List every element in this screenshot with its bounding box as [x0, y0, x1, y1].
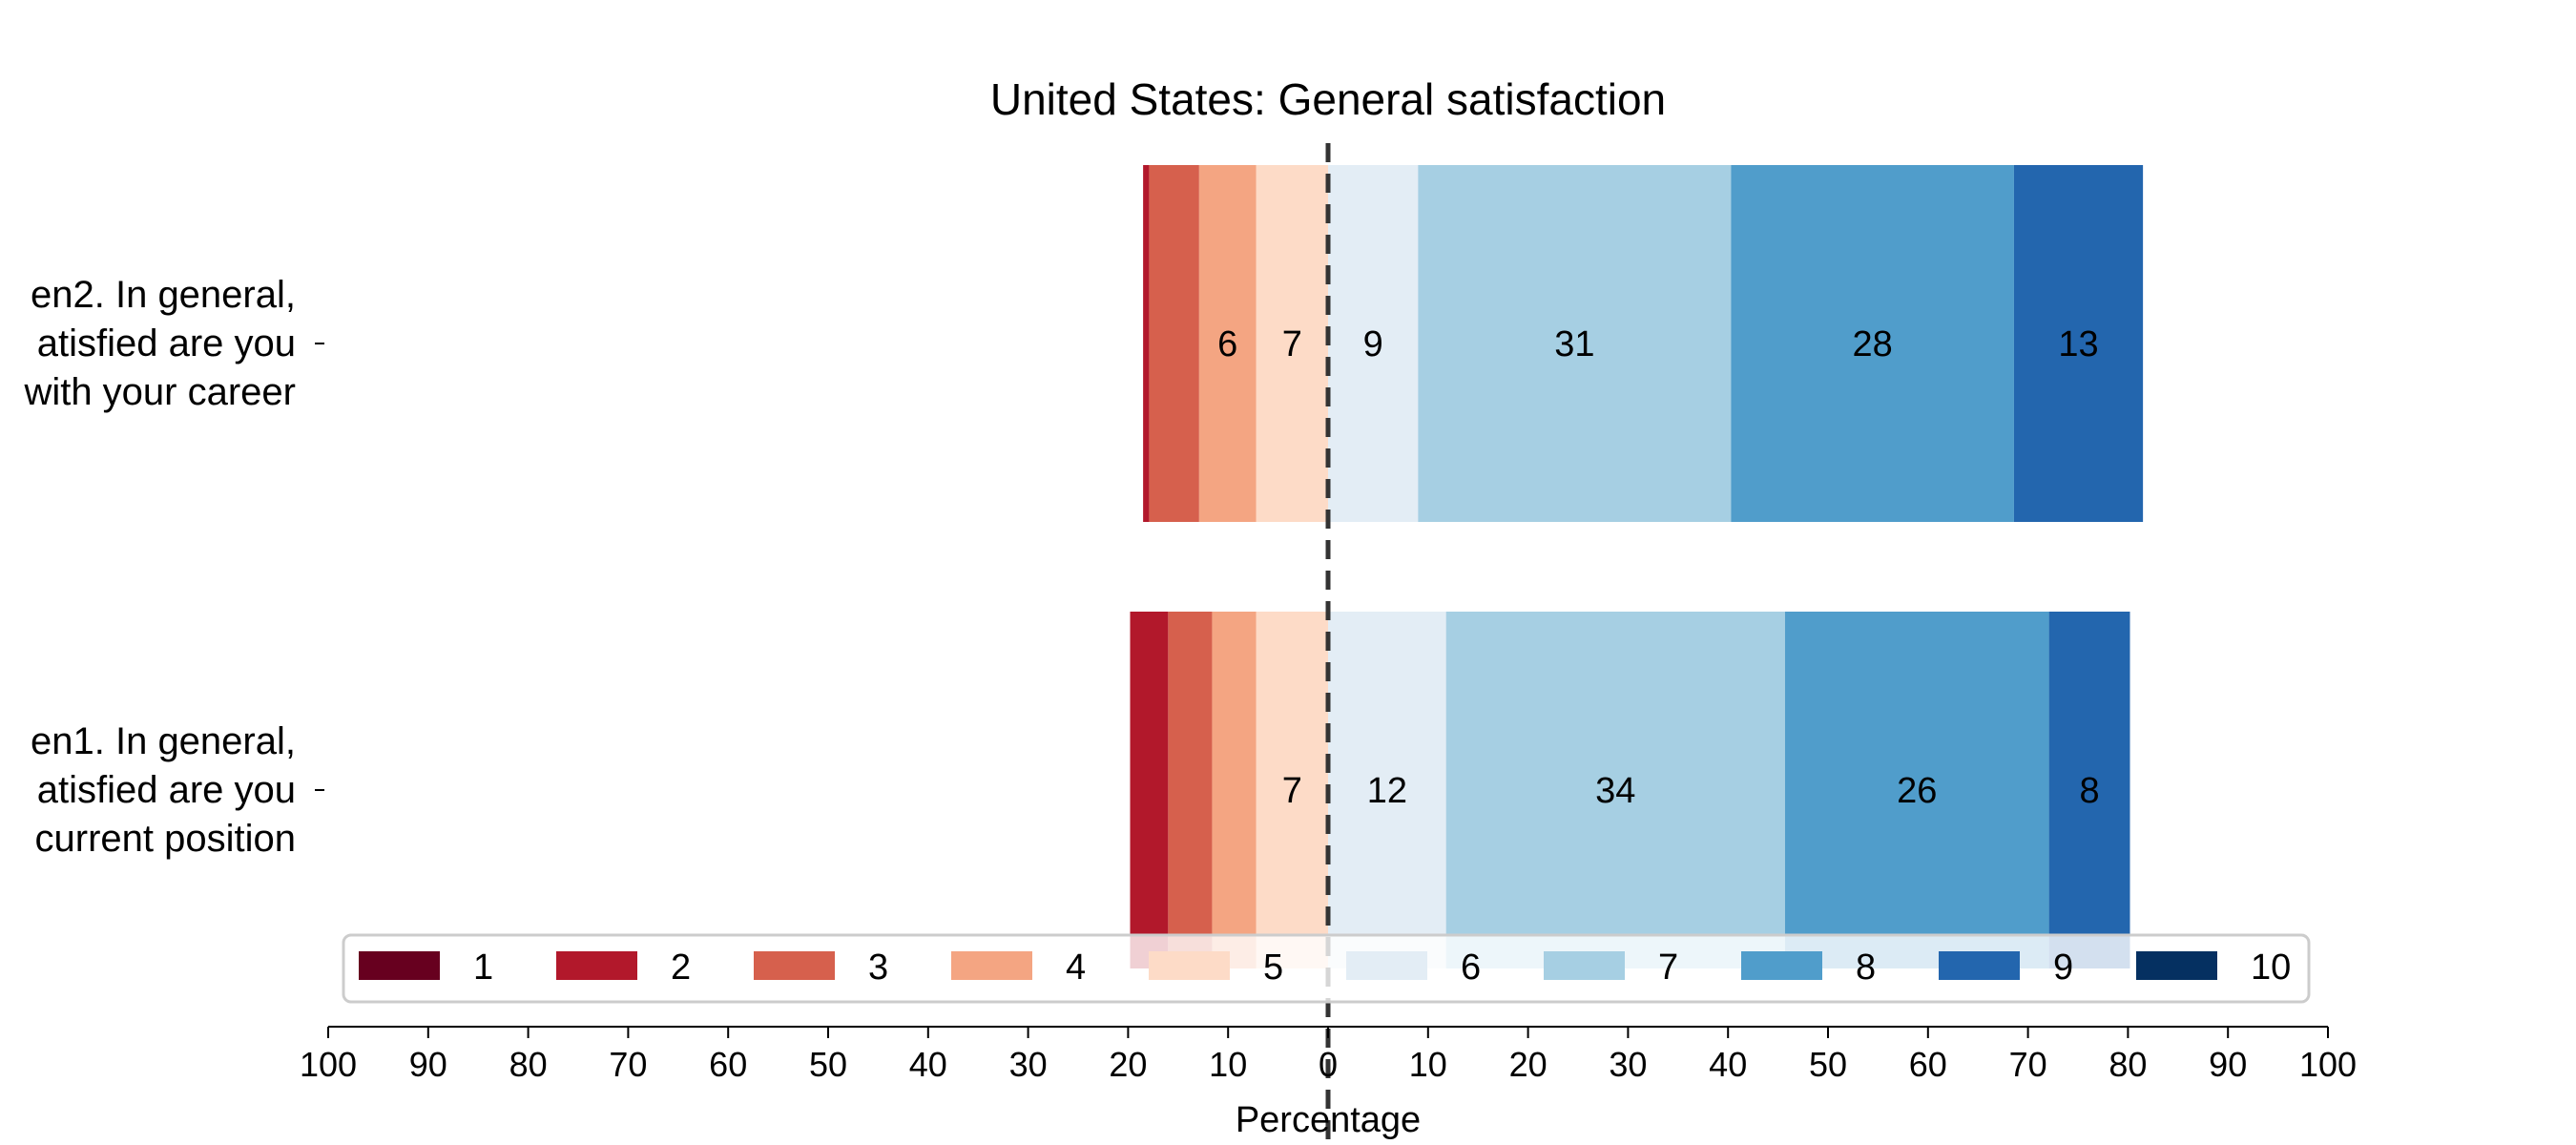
legend-label-7: 7 — [1658, 947, 1678, 988]
data-label: 26 — [1897, 771, 1937, 811]
bar-segment-1-9 — [2013, 165, 2144, 522]
x-tick-label: 40 — [909, 1045, 947, 1084]
bar-segment-2-9 — [2048, 612, 2130, 968]
data-label: 9 — [1363, 324, 1383, 364]
data-label: 12 — [1367, 771, 1407, 811]
y-axis: en2. In general, atisfied are you with you… — [23, 274, 324, 860]
data-label: 6 — [1217, 324, 1237, 364]
bar-segment-2-2 — [1130, 612, 1169, 968]
x-tick-label: 90 — [409, 1045, 447, 1084]
x-tick-label: 30 — [1009, 1045, 1048, 1084]
legend-label-3: 3 — [868, 947, 888, 988]
data-label: 28 — [1852, 324, 1892, 364]
legend-swatch-8 — [1741, 951, 1822, 980]
x-tick-label: 50 — [1809, 1045, 1847, 1084]
legend-label-1: 1 — [473, 947, 493, 988]
legend-swatch-5 — [1149, 951, 1230, 980]
legend-swatch-4 — [951, 951, 1032, 980]
legend-swatch-10 — [2136, 951, 2217, 980]
legend-swatch-1 — [359, 951, 440, 980]
x-tick-label: 100 — [2299, 1045, 2357, 1084]
legend-swatch-3 — [754, 951, 835, 980]
legend-swatch-7 — [1544, 951, 1625, 980]
legend-label-10: 10 — [2251, 947, 2291, 988]
bar-segment-1-2 — [1143, 165, 1150, 522]
bar-segment-2-6 — [1328, 612, 1446, 968]
bars-group: 7 6 9 31 28 13 7 12 34 26 8 — [1130, 165, 2144, 968]
x-tick-label: 20 — [1509, 1045, 1548, 1084]
data-label: 7 — [1282, 324, 1302, 364]
x-tick-label: 0 — [1319, 1045, 1338, 1084]
x-axis: 100 90 80 70 60 50 40 30 20 10 0 10 20 30 40 50 60 70 80 90… — [300, 1026, 2357, 1084]
x-tick-label: 10 — [1209, 1045, 1247, 1084]
legend-label-4: 4 — [1066, 947, 1086, 988]
x-tick-label: 90 — [2209, 1045, 2247, 1084]
y-tick-label: atisfied are you — [37, 769, 296, 811]
legend-label-8: 8 — [1856, 947, 1876, 988]
x-tick-label: 60 — [709, 1045, 747, 1084]
x-tick-label: 50 — [809, 1045, 847, 1084]
bar-segment-2-4 — [1212, 612, 1257, 968]
y-tick-label: atisfied are you — [37, 323, 296, 364]
legend-swatch-6 — [1346, 951, 1427, 980]
x-tick-label: 70 — [2009, 1045, 2047, 1084]
data-label: 34 — [1595, 771, 1635, 811]
bar-segment-2-7 — [1445, 612, 1785, 968]
bar-segment-2-5 — [1256, 612, 1328, 968]
legend-label-2: 2 — [671, 947, 691, 988]
x-tick-label: 60 — [1909, 1045, 1947, 1084]
legend-swatch-2 — [556, 951, 637, 980]
y-tick-label: en1. In general, — [31, 720, 296, 762]
y-tick-label: with your career — [23, 371, 296, 413]
x-tick-label: 80 — [509, 1045, 548, 1084]
y-tick-label: en2. In general, — [31, 274, 296, 316]
legend-label-6: 6 — [1461, 947, 1481, 988]
bar-segment-1-3 — [1149, 165, 1199, 522]
bar-segment-1-4 — [1198, 165, 1257, 522]
bar-segment-1-8 — [1731, 165, 2014, 522]
bar-segment-1-6 — [1328, 165, 1419, 522]
x-tick-label: 10 — [1409, 1045, 1447, 1084]
data-label: 31 — [1554, 324, 1594, 364]
x-tick-label: 100 — [300, 1045, 357, 1084]
x-tick-label: 30 — [1609, 1045, 1647, 1084]
x-tick-label: 80 — [2109, 1045, 2147, 1084]
x-tick-label: 20 — [1109, 1045, 1147, 1084]
data-label: 8 — [2079, 771, 2099, 811]
x-axis-label: Percentage — [1236, 1100, 1421, 1140]
bar-segment-1-7 — [1418, 165, 1732, 522]
data-label: 13 — [2058, 324, 2098, 364]
bar-segment-2-3 — [1168, 612, 1213, 968]
y-tick-label: current position — [35, 818, 296, 860]
legend-label-5: 5 — [1263, 947, 1283, 988]
chart-title: United States: General satisfaction — [990, 74, 1666, 124]
legend-label-9: 9 — [2053, 947, 2073, 988]
bar-segment-1-5 — [1256, 165, 1328, 522]
legend: 1 2 3 4 5 6 7 8 9 10 — [342, 933, 2311, 1004]
legend-swatch-9 — [1939, 951, 2020, 980]
x-tick-label: 70 — [609, 1045, 647, 1084]
x-tick-label: 40 — [1709, 1045, 1747, 1084]
bar-segment-2-8 — [1784, 612, 2049, 968]
data-label: 7 — [1282, 771, 1302, 811]
